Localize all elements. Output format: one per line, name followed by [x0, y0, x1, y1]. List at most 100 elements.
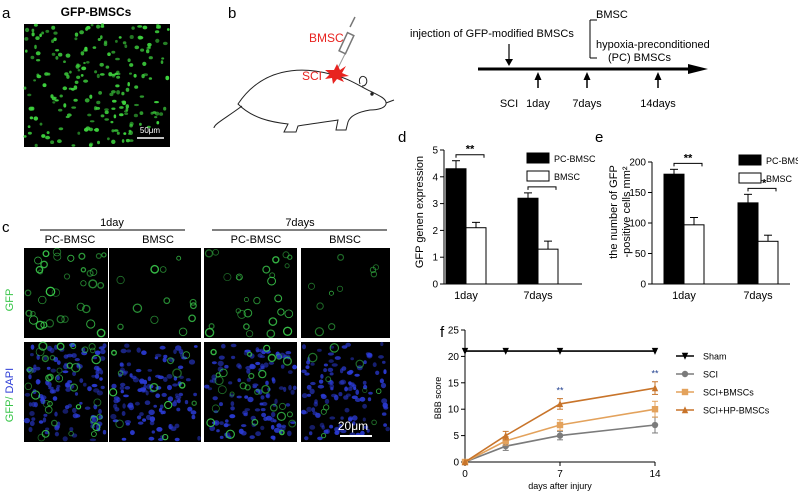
gfp-cell	[243, 323, 250, 330]
dapi-nucleus	[84, 406, 91, 410]
dapi-nucleus	[173, 349, 177, 355]
dapi-nucleus	[257, 353, 263, 358]
dapi-nucleus	[72, 407, 77, 413]
data-point	[502, 437, 509, 445]
dapi-nucleus	[28, 374, 32, 380]
gfp-cell	[74, 80, 79, 85]
gfp-cell	[65, 53, 71, 58]
gfp-cell	[272, 256, 280, 264]
dapi-nucleus	[56, 360, 61, 365]
gfp-cell	[86, 269, 94, 277]
gfp-cell	[46, 373, 54, 381]
rat-whisker	[385, 99, 395, 104]
dapi-nucleus	[71, 353, 77, 358]
dapi-nucleus	[352, 415, 358, 421]
gfp-cell	[307, 282, 315, 290]
dapi-nucleus	[124, 343, 130, 348]
dapi-nucleus	[236, 395, 242, 399]
dapi-nucleus	[69, 427, 74, 432]
group-pc-line2: (PC) BMSCs	[608, 52, 671, 64]
dapi-nucleus	[260, 408, 266, 412]
gfp-cell	[90, 23, 94, 27]
gfp-cell	[148, 77, 153, 80]
y-tick-label: 25	[448, 326, 460, 337]
gfp-cell	[87, 113, 92, 117]
dapi-nucleus	[100, 385, 105, 390]
timepoint-label: SCI	[500, 98, 518, 110]
dapi-nucleus	[123, 394, 129, 398]
gfp-cell	[57, 139, 62, 144]
dapi-nucleus	[113, 396, 120, 400]
gfp-cell	[35, 320, 45, 330]
dapi-nucleus	[310, 362, 315, 366]
bmsc-label: BMSC	[309, 31, 344, 45]
dapi-nucleus	[334, 426, 340, 433]
dapi-nucleus	[225, 419, 229, 423]
rat-eye	[370, 92, 374, 96]
gfp-cell	[112, 99, 117, 103]
gfp-cell	[30, 390, 41, 400]
micrograph-grid	[23, 247, 391, 442]
gfp-cell	[150, 111, 154, 115]
column-label-2: BMSC	[142, 234, 174, 246]
dapi-nucleus	[352, 384, 357, 388]
dapi-nucleus	[334, 356, 341, 360]
gfp-cell	[53, 37, 57, 42]
panel-b-letter: b	[228, 5, 236, 22]
gfp-cell	[49, 354, 56, 361]
dapi-nucleus	[128, 404, 135, 411]
dapi-nucleus	[333, 394, 339, 401]
dapi-nucleus	[163, 377, 168, 382]
chart-d: 0 1 2 3 4 5 1day ** 7days ** PC-BMSC BMSC	[432, 144, 596, 302]
gfp-cell	[282, 326, 293, 336]
dapi-nucleus	[120, 389, 125, 394]
dapi-nucleus	[68, 384, 75, 389]
gfp-cell	[182, 351, 191, 359]
dapi-nucleus	[312, 411, 318, 416]
gfp-cell	[243, 297, 249, 303]
legend-swatch	[738, 172, 762, 184]
gfp-cell	[71, 106, 77, 109]
dapi-nucleus	[318, 379, 324, 384]
dapi-nucleus	[249, 353, 255, 359]
dapi-nucleus	[149, 421, 155, 426]
dapi-nucleus	[110, 413, 117, 420]
gfp-cell	[146, 49, 150, 54]
gfp-cell	[111, 139, 116, 144]
gfp-cell	[362, 387, 368, 393]
dapi-nucleus	[129, 373, 133, 378]
dapi-nucleus	[154, 356, 159, 360]
dapi-nucleus	[100, 348, 106, 355]
dapi-nucleus	[306, 360, 311, 365]
gfp-cell	[76, 302, 85, 311]
data-point	[556, 400, 564, 408]
gfp-cell	[215, 372, 221, 378]
dapi-nucleus	[320, 374, 324, 379]
dapi-nucleus	[93, 388, 100, 393]
bar-pc-bmsc-1day	[445, 168, 467, 285]
gfp-cell	[154, 30, 160, 34]
dapi-nucleus	[50, 368, 56, 373]
gfp-cell	[97, 140, 100, 145]
gfp-cell	[39, 122, 43, 126]
data-point	[681, 370, 689, 378]
dapi-nucleus	[47, 345, 52, 352]
x-tick-label: 0	[462, 469, 468, 480]
bar-bmsc-7days	[537, 248, 559, 285]
gfp-cell	[243, 308, 253, 318]
dapi-nucleus	[219, 435, 224, 439]
dapi-nucleus	[144, 400, 151, 406]
gfp-cell	[93, 106, 98, 111]
panel-f-xlabel: days after injury	[528, 481, 592, 491]
gfp-cell	[117, 323, 124, 330]
gfp-cell	[134, 45, 140, 50]
gfp-cell	[35, 265, 44, 274]
gfp-cell	[325, 376, 332, 383]
dapi-nucleus	[94, 350, 101, 356]
dapi-nucleus	[259, 402, 264, 406]
dapi-nucleus	[306, 393, 312, 397]
dapi-nucleus	[309, 431, 313, 436]
gfp-cell	[155, 38, 160, 43]
gfp-cell	[89, 142, 94, 147]
dapi-nucleus	[162, 357, 167, 363]
